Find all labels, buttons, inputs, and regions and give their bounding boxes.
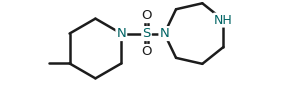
Text: NH: NH: [214, 14, 233, 27]
Text: N: N: [116, 27, 126, 40]
Text: O: O: [141, 9, 152, 22]
Text: O: O: [141, 45, 152, 58]
Text: S: S: [142, 27, 151, 40]
Text: N: N: [160, 27, 169, 40]
